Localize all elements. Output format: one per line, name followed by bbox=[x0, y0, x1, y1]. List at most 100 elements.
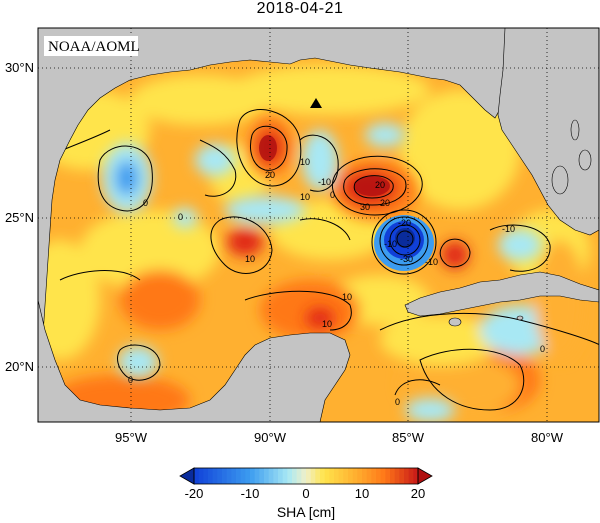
colorbar-cell bbox=[320, 468, 326, 484]
colorbar-cell bbox=[338, 468, 344, 484]
colorbar-tick: 0 bbox=[302, 486, 309, 501]
contour-label: 20 bbox=[265, 170, 275, 180]
colorbar-cell bbox=[362, 468, 368, 484]
colorbar: -20 -10 0 10 20 SHA [cm] bbox=[179, 467, 433, 520]
lat-tick-label: 30°N bbox=[5, 60, 34, 75]
contour-label: -10 bbox=[502, 224, 515, 234]
colorbar-tick: 10 bbox=[355, 486, 369, 501]
colorbar-cell bbox=[296, 468, 302, 484]
lon-tick-label: 95°W bbox=[115, 430, 148, 445]
colorbar-frame bbox=[193, 467, 419, 485]
contour-label: 0 bbox=[395, 397, 400, 407]
contour-label: 20 bbox=[380, 198, 390, 208]
colorbar-cell bbox=[250, 468, 256, 484]
colorbar-cell bbox=[231, 468, 237, 484]
colorbar-cell bbox=[240, 468, 246, 484]
colorbar-cell bbox=[366, 468, 372, 484]
contour-label: 0 bbox=[540, 344, 545, 354]
agency-box bbox=[44, 36, 138, 56]
contour-label: 0 bbox=[143, 198, 148, 208]
contour-label: 10 bbox=[300, 157, 310, 167]
lat-tick-label: 25°N bbox=[5, 210, 34, 225]
colorbar-cells bbox=[194, 468, 419, 484]
colorbar-tick: -10 bbox=[241, 486, 260, 501]
lat-tick-label: 20°N bbox=[5, 359, 34, 374]
map-area: 10 0 20 -10 0 30 20 -20 -30 -10 10 10 10… bbox=[38, 28, 599, 422]
us-coast-land bbox=[38, 28, 599, 422]
contour-label: -10 bbox=[318, 177, 331, 187]
contour-label: 10 bbox=[342, 292, 352, 302]
colorbar-min-arrow bbox=[179, 467, 195, 485]
map-frame bbox=[37, 27, 600, 423]
land bbox=[38, 28, 599, 422]
bahamas-island bbox=[551, 165, 569, 195]
colorbar-cell bbox=[334, 468, 340, 484]
colorbar-cell bbox=[380, 468, 386, 484]
contour-label: 10 bbox=[300, 192, 310, 202]
mexico-land bbox=[38, 299, 351, 422]
colorbar-cell bbox=[343, 468, 349, 484]
contour-label: -30 bbox=[400, 254, 413, 264]
lon-tick-label: 90°W bbox=[254, 430, 287, 445]
colorbar-cell bbox=[329, 468, 335, 484]
contour-label: -10 bbox=[425, 257, 438, 267]
colorbar-cell bbox=[254, 468, 260, 484]
map-title: 2018-04-21 bbox=[256, 0, 344, 17]
colorbar-cell bbox=[390, 468, 396, 484]
graticule bbox=[38, 28, 599, 422]
bahamas-island bbox=[578, 149, 592, 171]
latitude-ticks: 30°N 25°N 20°N bbox=[5, 60, 34, 374]
colorbar-cell bbox=[306, 468, 312, 484]
agency-label: NOAA/AOML bbox=[48, 39, 140, 55]
colorbar-cell bbox=[208, 468, 214, 484]
colorbar-cell bbox=[352, 468, 358, 484]
colorbar-cell bbox=[222, 468, 228, 484]
contour-label: 0 bbox=[128, 375, 133, 385]
colorbar-cell bbox=[278, 468, 284, 484]
colorbar-cell bbox=[408, 468, 414, 484]
lon-tick-label: 85°W bbox=[392, 430, 425, 445]
colorbar-cell bbox=[404, 468, 410, 484]
colorbar-cell bbox=[376, 468, 382, 484]
colorbar-cell bbox=[399, 468, 405, 484]
colorbar-cell bbox=[217, 468, 223, 484]
colorbar-max-arrow bbox=[417, 467, 433, 485]
colorbar-cell bbox=[236, 468, 242, 484]
island bbox=[448, 317, 462, 327]
contour-label: 30 bbox=[360, 202, 370, 212]
colorbar-cell bbox=[348, 468, 354, 484]
colorbar-cell bbox=[282, 468, 288, 484]
colorbar-cell bbox=[212, 468, 218, 484]
colorbar-cell bbox=[273, 468, 279, 484]
colorbar-cell bbox=[394, 468, 400, 484]
contour-label-group: 10 0 20 -10 0 30 20 -20 -30 -10 10 10 10… bbox=[128, 157, 545, 407]
colorbar-cell bbox=[268, 468, 274, 484]
colorbar-cell bbox=[324, 468, 330, 484]
contour-label: -20 bbox=[398, 218, 411, 228]
colorbar-cell bbox=[226, 468, 232, 484]
colorbar-cell bbox=[315, 468, 321, 484]
colorbar-cell bbox=[292, 468, 298, 484]
island bbox=[516, 315, 524, 321]
colorbar-cell bbox=[357, 468, 363, 484]
florida-land bbox=[497, 28, 599, 236]
colorbar-cell bbox=[194, 468, 200, 484]
contour-label: 10 bbox=[245, 254, 255, 264]
colorbar-tick: 20 bbox=[411, 486, 425, 501]
colorbar-cell bbox=[264, 468, 270, 484]
longitude-ticks: 95°W 90°W 85°W 80°W bbox=[115, 430, 564, 445]
colorbar-cell bbox=[310, 468, 316, 484]
colorbar-cell bbox=[413, 468, 419, 484]
colorbar-cell bbox=[259, 468, 265, 484]
lon-tick-label: 80°W bbox=[531, 430, 564, 445]
contour-label: -10 bbox=[384, 239, 397, 249]
colorbar-cell bbox=[287, 468, 293, 484]
contour-label: 0 bbox=[330, 190, 335, 200]
triangle-marker bbox=[310, 98, 322, 108]
colorbar-cell bbox=[301, 468, 307, 484]
colorbar-cell bbox=[371, 468, 377, 484]
colorbar-tick: -20 bbox=[185, 486, 204, 501]
colorbar-cell bbox=[203, 468, 209, 484]
colorbar-cell bbox=[385, 468, 391, 484]
